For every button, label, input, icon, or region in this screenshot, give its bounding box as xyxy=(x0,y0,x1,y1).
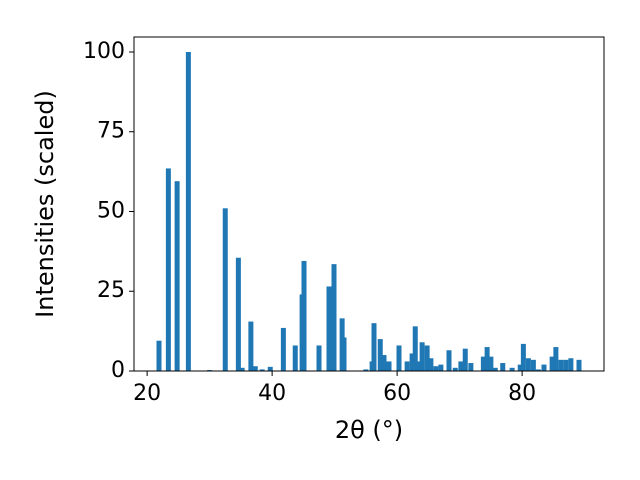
bar xyxy=(416,361,422,371)
bar xyxy=(409,353,415,371)
bar xyxy=(535,369,541,371)
bar xyxy=(428,358,434,371)
bar xyxy=(396,345,402,371)
bar xyxy=(438,364,444,371)
bar xyxy=(252,366,258,371)
x-tick-label: 80 xyxy=(508,381,536,406)
bar xyxy=(558,359,564,371)
bar xyxy=(259,369,265,371)
y-tick-label: 0 xyxy=(111,358,125,383)
bar xyxy=(576,359,582,371)
bar xyxy=(316,345,322,371)
plot-frame xyxy=(133,36,605,372)
x-tick-label: 60 xyxy=(383,381,411,406)
bar xyxy=(222,208,228,371)
bar xyxy=(492,367,498,371)
bar xyxy=(446,350,452,371)
bar xyxy=(500,363,506,371)
bar xyxy=(301,260,307,371)
bar xyxy=(424,345,430,371)
bar xyxy=(165,168,171,371)
bar xyxy=(280,327,286,371)
y-tick-label: 50 xyxy=(97,198,125,223)
y-tick-label: 100 xyxy=(83,39,125,64)
bar xyxy=(541,364,547,371)
bar xyxy=(377,339,383,371)
bar xyxy=(530,359,536,371)
bar xyxy=(363,369,369,371)
bar xyxy=(341,337,347,371)
bar xyxy=(371,323,377,371)
x-tick-label: 20 xyxy=(133,381,161,406)
y-axis-label: Intensities (scaled) xyxy=(31,90,59,318)
bar xyxy=(488,356,494,371)
bar xyxy=(381,355,387,371)
bar xyxy=(480,356,486,371)
bar xyxy=(412,326,418,371)
bar xyxy=(549,356,555,371)
bar xyxy=(267,366,273,371)
bar xyxy=(568,358,574,371)
bar xyxy=(156,340,162,371)
bar xyxy=(458,361,464,371)
bar xyxy=(520,343,526,371)
bar xyxy=(517,364,523,371)
bar xyxy=(563,359,569,371)
bar xyxy=(174,181,180,371)
bar xyxy=(452,367,458,371)
bar xyxy=(525,358,531,371)
bar xyxy=(185,51,191,371)
bar xyxy=(292,345,298,371)
x-tick-label: 40 xyxy=(258,381,286,406)
bar xyxy=(326,286,332,371)
bar xyxy=(468,363,474,371)
bar xyxy=(553,347,559,371)
bar xyxy=(462,348,468,371)
bar xyxy=(404,361,410,371)
x-axis-label: 2θ (°) xyxy=(335,416,403,444)
y-tick-label: 25 xyxy=(97,278,125,303)
bar xyxy=(509,367,515,371)
y-tick-label: 75 xyxy=(97,119,125,144)
bar xyxy=(419,342,425,371)
bar xyxy=(235,257,241,371)
bar xyxy=(239,367,245,371)
bar xyxy=(433,366,439,371)
bar xyxy=(386,361,392,371)
bar xyxy=(331,264,337,371)
bar xyxy=(248,321,254,371)
bar xyxy=(484,347,490,371)
